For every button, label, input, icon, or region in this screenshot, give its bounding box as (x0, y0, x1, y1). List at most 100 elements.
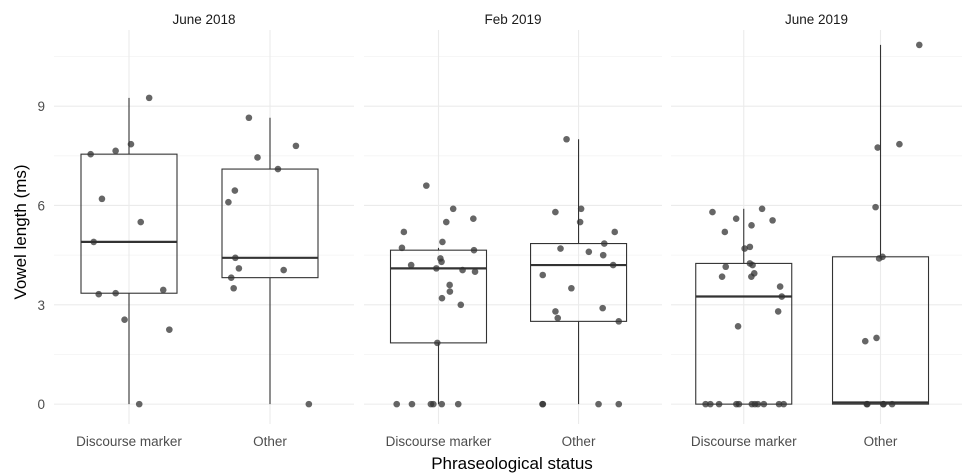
data-point (232, 254, 239, 262)
data-point (896, 140, 903, 148)
x-tick-label: Discourse marker (691, 434, 797, 449)
data-point (430, 400, 437, 408)
panel-title: June 2018 (172, 12, 235, 27)
data-point (112, 147, 119, 155)
data-point (398, 244, 406, 252)
data-point (145, 94, 153, 102)
data-point (433, 265, 440, 272)
x-tick-label: Other (253, 434, 287, 449)
data-point (732, 215, 740, 223)
data-point (595, 400, 602, 408)
data-point (888, 400, 896, 408)
data-point (557, 245, 564, 252)
data-point (449, 205, 457, 213)
data-point (863, 400, 871, 408)
data-point (748, 273, 755, 280)
data-point (393, 400, 401, 408)
data-point (245, 114, 253, 122)
data-point (552, 208, 559, 216)
data-point (235, 265, 243, 272)
chart-labels: 0 3 6 9 June 2018 Discourse marker Other Feb 20… (37, 12, 897, 449)
data-point (873, 334, 880, 342)
data-point (408, 400, 416, 408)
data-point (539, 400, 547, 408)
data-point (576, 218, 584, 226)
data-point (112, 289, 119, 297)
data-point (90, 238, 98, 246)
data-point (274, 165, 282, 173)
data-point (615, 400, 623, 408)
data-point (438, 258, 445, 266)
y-tick-label: 3 (37, 298, 45, 313)
data-point (754, 400, 762, 408)
boxplots (80, 44, 930, 405)
data-point (254, 154, 261, 161)
data-point (775, 400, 783, 408)
data-point (552, 308, 559, 315)
y-tick-label: 9 (37, 99, 45, 114)
data-point (231, 187, 239, 194)
data-point (400, 228, 408, 236)
data-point (746, 243, 754, 251)
data-point (861, 337, 869, 345)
y-tick-label: 0 (37, 397, 45, 412)
data-point (609, 261, 617, 269)
y-tick-label: 6 (37, 198, 45, 213)
data-point (121, 316, 128, 324)
data-point (715, 400, 723, 408)
data-point (227, 274, 235, 281)
data-point (159, 286, 167, 294)
x-axis-title: Phraseological status (431, 454, 593, 473)
data-point (563, 135, 570, 143)
data-point (442, 218, 450, 226)
data-point (457, 301, 465, 309)
box (695, 262, 793, 405)
x-tick-label: Discourse marker (76, 434, 182, 449)
data-point (702, 400, 709, 408)
data-point (774, 308, 782, 315)
data-point (438, 400, 446, 408)
data-point (225, 198, 232, 206)
data-point (721, 228, 729, 236)
data-point (769, 217, 776, 224)
data-point (137, 218, 145, 226)
data-point (875, 255, 883, 262)
data-point (470, 246, 478, 254)
x-tick-label: Discourse marker (386, 434, 492, 449)
data-point (554, 314, 562, 322)
gridlines (54, 30, 962, 424)
box (80, 153, 178, 294)
data-point (741, 245, 748, 252)
data-point (718, 273, 726, 280)
data-point (758, 205, 766, 213)
data-point (707, 400, 714, 408)
data-point (539, 271, 547, 279)
data-point (95, 290, 103, 298)
data-point (585, 248, 593, 256)
data-point (615, 318, 623, 325)
data-point (127, 140, 135, 148)
data-point (915, 41, 923, 49)
data-point (446, 281, 453, 289)
data-point (166, 326, 173, 333)
data-point (872, 203, 879, 211)
box (221, 168, 319, 279)
data-point (735, 400, 743, 408)
data-point (407, 261, 415, 269)
data-point (599, 251, 607, 259)
data-point (874, 144, 882, 151)
data-point (438, 294, 446, 302)
data-point (423, 182, 430, 189)
data-points (87, 41, 923, 408)
x-tick-label: Other (864, 434, 898, 449)
data-point (611, 228, 619, 236)
data-point (776, 283, 784, 290)
data-point (230, 284, 237, 292)
data-point (470, 215, 477, 223)
data-point (280, 266, 287, 274)
y-axis-title: Vowel length (ms) (11, 164, 30, 299)
data-point (135, 400, 143, 408)
data-point (434, 339, 441, 347)
data-point (709, 208, 716, 216)
